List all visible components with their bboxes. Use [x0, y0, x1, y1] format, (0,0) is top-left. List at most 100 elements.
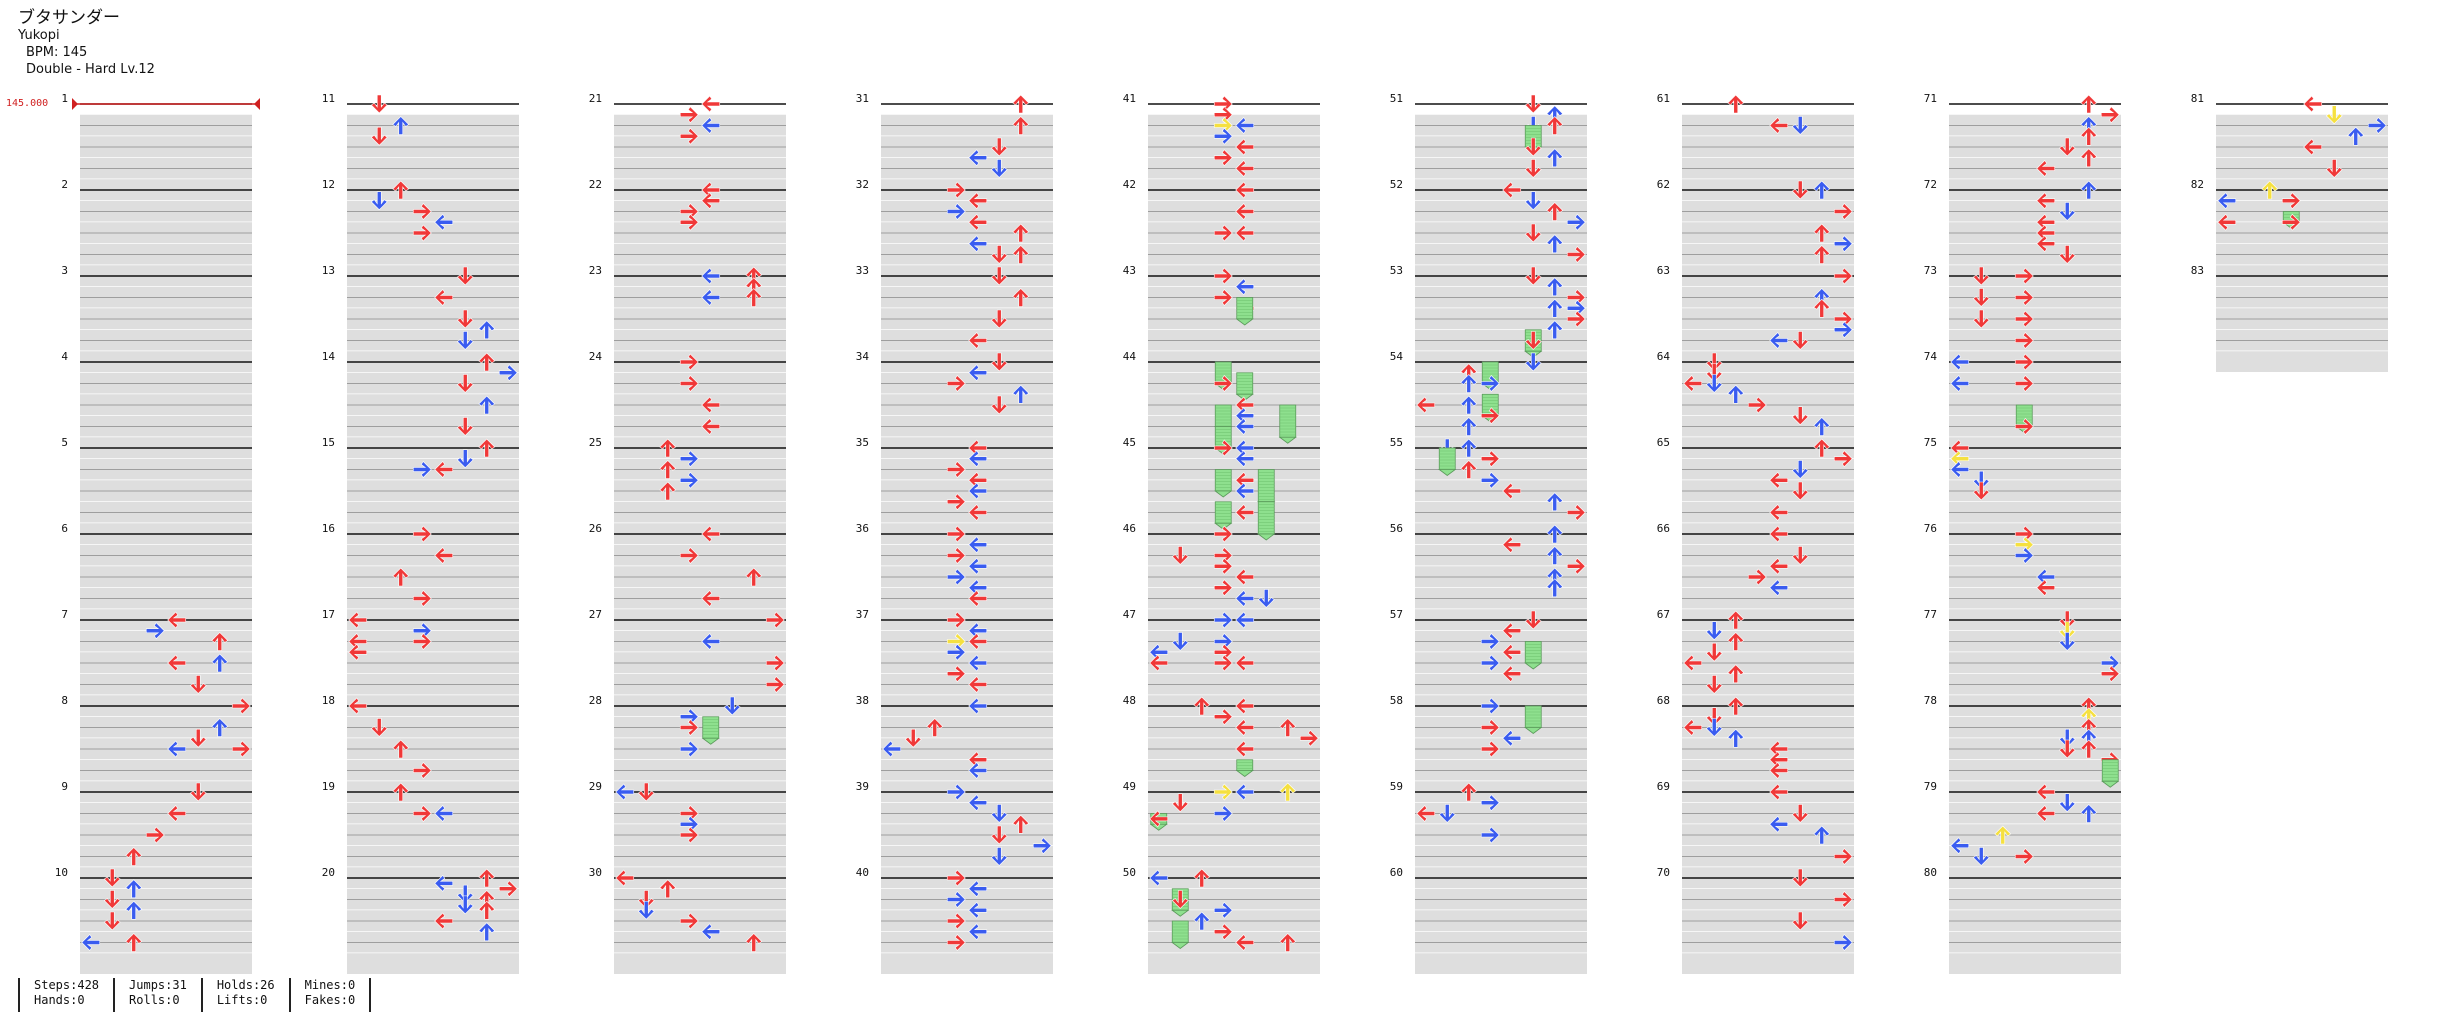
arrow-down-icon: [1705, 621, 1723, 641]
measure-55: 55: [1390, 436, 1587, 544]
hold-note: [1235, 759, 1254, 777]
arrow-right-icon: [1833, 321, 1853, 339]
arrow-up-icon: [1460, 438, 1478, 458]
arrow-left-icon: [701, 418, 721, 435]
beat-band: [2216, 351, 2388, 372]
arrow-left-icon: [968, 557, 988, 575]
arrow-left-icon: [1502, 729, 1522, 747]
arrow-left-icon: [1235, 568, 1255, 586]
measure-number: 36: [856, 522, 869, 535]
arrow-up-icon: [745, 567, 763, 587]
arrow-right-icon: [1213, 654, 1233, 672]
arrow-left-icon: [1502, 665, 1522, 683]
measure-number: 17: [322, 608, 335, 621]
arrow-left-icon: [968, 332, 988, 349]
hold-note: [1214, 501, 1233, 530]
measure-20: 20: [322, 866, 519, 974]
arrow-left-icon: [2036, 783, 2056, 801]
arrow-down-icon: [904, 728, 922, 748]
arrow-down-icon: [456, 417, 474, 436]
arrow-up-icon: [478, 352, 496, 372]
arrow-right-icon: [2281, 213, 2301, 231]
arrow-left-icon: [701, 192, 721, 210]
arrow-down-icon: [1524, 266, 1542, 286]
arrow-left-icon: [1950, 461, 1970, 478]
arrow-left-icon: [701, 267, 721, 285]
arrow-down-icon: [370, 126, 388, 146]
arrow-down-icon: [990, 847, 1008, 866]
arrow-up-icon: [1012, 223, 1030, 243]
arrow-left-icon: [434, 547, 454, 564]
beat-band: [881, 953, 1053, 974]
arrow-up-icon: [211, 653, 229, 673]
arrow-up-icon: [392, 180, 410, 200]
stat-top: Holds:26: [216, 978, 275, 992]
song-header: ブタサンダー Yukopi BPM: 145 Double - Hard Lv.…: [18, 10, 155, 78]
hold-tail: [1235, 318, 1254, 326]
arrow-left-icon: [1235, 138, 1255, 156]
stat-top: Steps:428: [34, 978, 100, 992]
arrow-left-icon: [1950, 837, 1970, 855]
measure-22: 22: [589, 178, 786, 286]
hold-note: [1524, 641, 1543, 670]
measure-number: 47: [1123, 608, 1136, 621]
arrow-down-icon: [456, 266, 474, 286]
arrow-right-icon: [1299, 729, 1319, 747]
arrow-down-icon: [456, 449, 474, 469]
measure-23: 23: [589, 264, 786, 372]
hold-note: [1235, 297, 1254, 326]
arrow-left-icon: [968, 192, 988, 210]
measure-number: 69: [1657, 780, 1670, 793]
arrow-right-icon: [946, 934, 966, 951]
measure-74: 74: [1924, 350, 2121, 458]
arrow-right-icon: [2100, 106, 2120, 124]
arrow-left-icon: [1416, 805, 1436, 822]
arrow-right-icon: [1213, 901, 1233, 919]
measure-number: 53: [1390, 264, 1403, 277]
arrow-down-icon: [637, 890, 655, 909]
arrow-left-icon: [1769, 557, 1789, 575]
arrow-right-icon: [946, 203, 966, 220]
measure-number: 80: [1924, 866, 1937, 879]
measure-number: 62: [1657, 178, 1670, 191]
arrow-left-icon: [1950, 353, 1970, 371]
arrow-left-icon: [1769, 117, 1789, 134]
hold-body: [1279, 404, 1297, 438]
arrow-right-icon: [946, 665, 966, 683]
arrow-down-icon: [990, 395, 1008, 415]
measure-number: 28: [589, 694, 602, 707]
arrow-left-icon: [968, 235, 988, 253]
arrow-right-icon: [2014, 332, 2034, 349]
arrow-left-icon: [1235, 740, 1255, 758]
arrow-left-icon: [2303, 138, 2323, 156]
arrow-right-icon: [1213, 579, 1233, 597]
arrow-left-icon: [1683, 375, 1703, 392]
measure-number: 41: [1123, 92, 1136, 105]
measure-number: 66: [1657, 522, 1670, 535]
measure-50: 50: [1123, 866, 1320, 974]
arrow-left-icon: [1235, 278, 1255, 296]
arrow-left-icon: [1769, 504, 1789, 521]
arrow-right-icon: [946, 611, 966, 629]
measure-3: 3: [61, 264, 252, 372]
arrow-right-icon: [1213, 224, 1233, 242]
arrow-right-icon: [946, 568, 966, 586]
hold-body: [1257, 501, 1275, 535]
arrow-left-icon: [167, 654, 187, 672]
arrow-down-icon: [103, 868, 121, 888]
arrow-left-icon: [1235, 117, 1255, 134]
arrow-up-icon: [2347, 126, 2365, 146]
bpm-marker-right: [254, 98, 260, 110]
arrow-right-icon: [1213, 267, 1233, 285]
arrow-down-icon: [2058, 793, 2076, 813]
arrow-right-icon: [2014, 289, 2034, 306]
measure-number: 42: [1123, 178, 1136, 191]
arrow-left-icon: [1769, 762, 1789, 779]
arrow-left-icon: [1683, 654, 1703, 672]
arrow-up-icon: [392, 116, 410, 135]
arrow-right-icon: [1833, 203, 1853, 220]
arrow-right-icon: [1480, 407, 1500, 425]
arrow-up-icon: [392, 567, 410, 587]
arrow-right-icon: [1032, 837, 1052, 855]
arrow-down-icon: [1171, 546, 1189, 565]
